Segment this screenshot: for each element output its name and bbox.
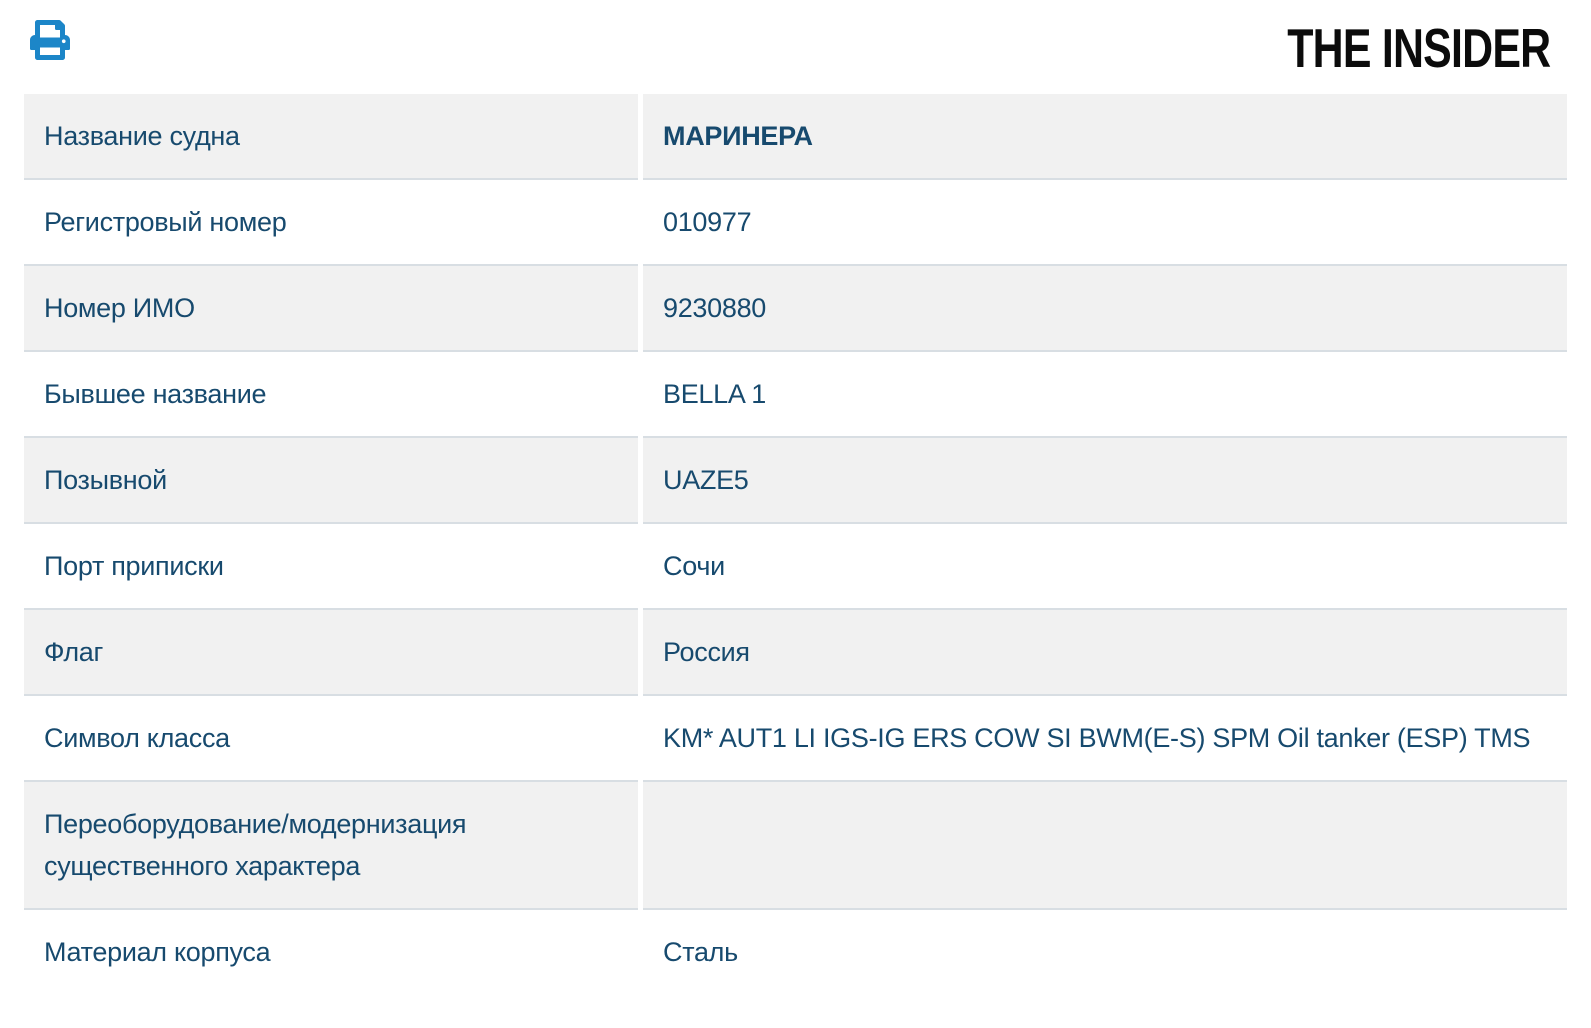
table-row: Позывной UAZE5 [24,436,1567,522]
ship-info-table: Название судна МАРИНЕРА Регистровый номе… [24,94,1567,994]
row-label-cell: Символ класса [24,694,638,780]
row-label-cell: Переоборудование/модернизация существенн… [24,780,638,908]
row-label-cell: Регистровый номер [24,178,638,264]
table-row: Символ класса KM* AUT1 LI IGS-IG ERS COW… [24,694,1567,780]
row-value: KM* AUT1 LI IGS-IG ERS COW SI BWM(E-S) S… [663,723,1531,753]
row-value-cell: 9230880 [643,264,1567,350]
row-label: Флаг [44,637,104,667]
row-label: Название судна [44,121,240,151]
table-row: Переоборудование/модернизация существенн… [24,780,1567,908]
table-row: Бывшее название BELLA 1 [24,350,1567,436]
row-label-cell: Флаг [24,608,638,694]
row-value-cell: Россия [643,608,1567,694]
row-value: 010977 [663,207,752,237]
row-label-cell: Бывшее название [24,350,638,436]
row-label: Порт приписки [44,551,224,581]
row-value: UAZE5 [663,465,749,495]
printer-icon [30,20,70,60]
table-row: Флаг Россия [24,608,1567,694]
row-label: Материал корпуса [44,937,271,967]
row-label-cell: Номер ИМО [24,264,638,350]
row-value: Сочи [663,551,725,581]
row-value-cell: KM* AUT1 LI IGS-IG ERS COW SI BWM(E-S) S… [643,694,1567,780]
row-value-cell: UAZE5 [643,436,1567,522]
the-insider-logo: THE INSIDER [1286,17,1551,79]
table-row: Регистровый номер 010977 [24,178,1567,264]
row-value: Россия [663,637,750,667]
row-label-cell: Порт приписки [24,522,638,608]
row-value-cell: BELLA 1 [643,350,1567,436]
row-label: Позывной [44,465,167,495]
table-row: Название судна МАРИНЕРА [24,94,1567,178]
row-value-cell: МАРИНЕРА [643,94,1567,178]
table-row: Номер ИМО 9230880 [24,264,1567,350]
row-value: МАРИНЕРА [663,121,813,151]
row-label-cell: Позывной [24,436,638,522]
row-value-cell: Сочи [643,522,1567,608]
row-label: Регистровый номер [44,207,287,237]
row-label: Символ класса [44,723,230,753]
row-label: Бывшее название [44,379,267,409]
row-value: BELLA 1 [663,379,766,409]
table-row: Материал корпуса Сталь [24,908,1567,994]
row-label-cell: Материал корпуса [24,908,638,994]
row-label-cell: Название судна [24,94,638,178]
table-row: Порт приписки Сочи [24,522,1567,608]
row-label: Номер ИМО [44,293,195,323]
row-value-cell [643,780,1567,908]
row-label: Переоборудование/модернизация существенн… [44,809,467,881]
page-header: THE INSIDER [0,0,1591,94]
row-value-cell: Сталь [643,908,1567,994]
print-button[interactable] [30,19,72,61]
row-value: Сталь [663,937,738,967]
row-value: 9230880 [663,293,767,323]
row-value-cell: 010977 [643,178,1567,264]
